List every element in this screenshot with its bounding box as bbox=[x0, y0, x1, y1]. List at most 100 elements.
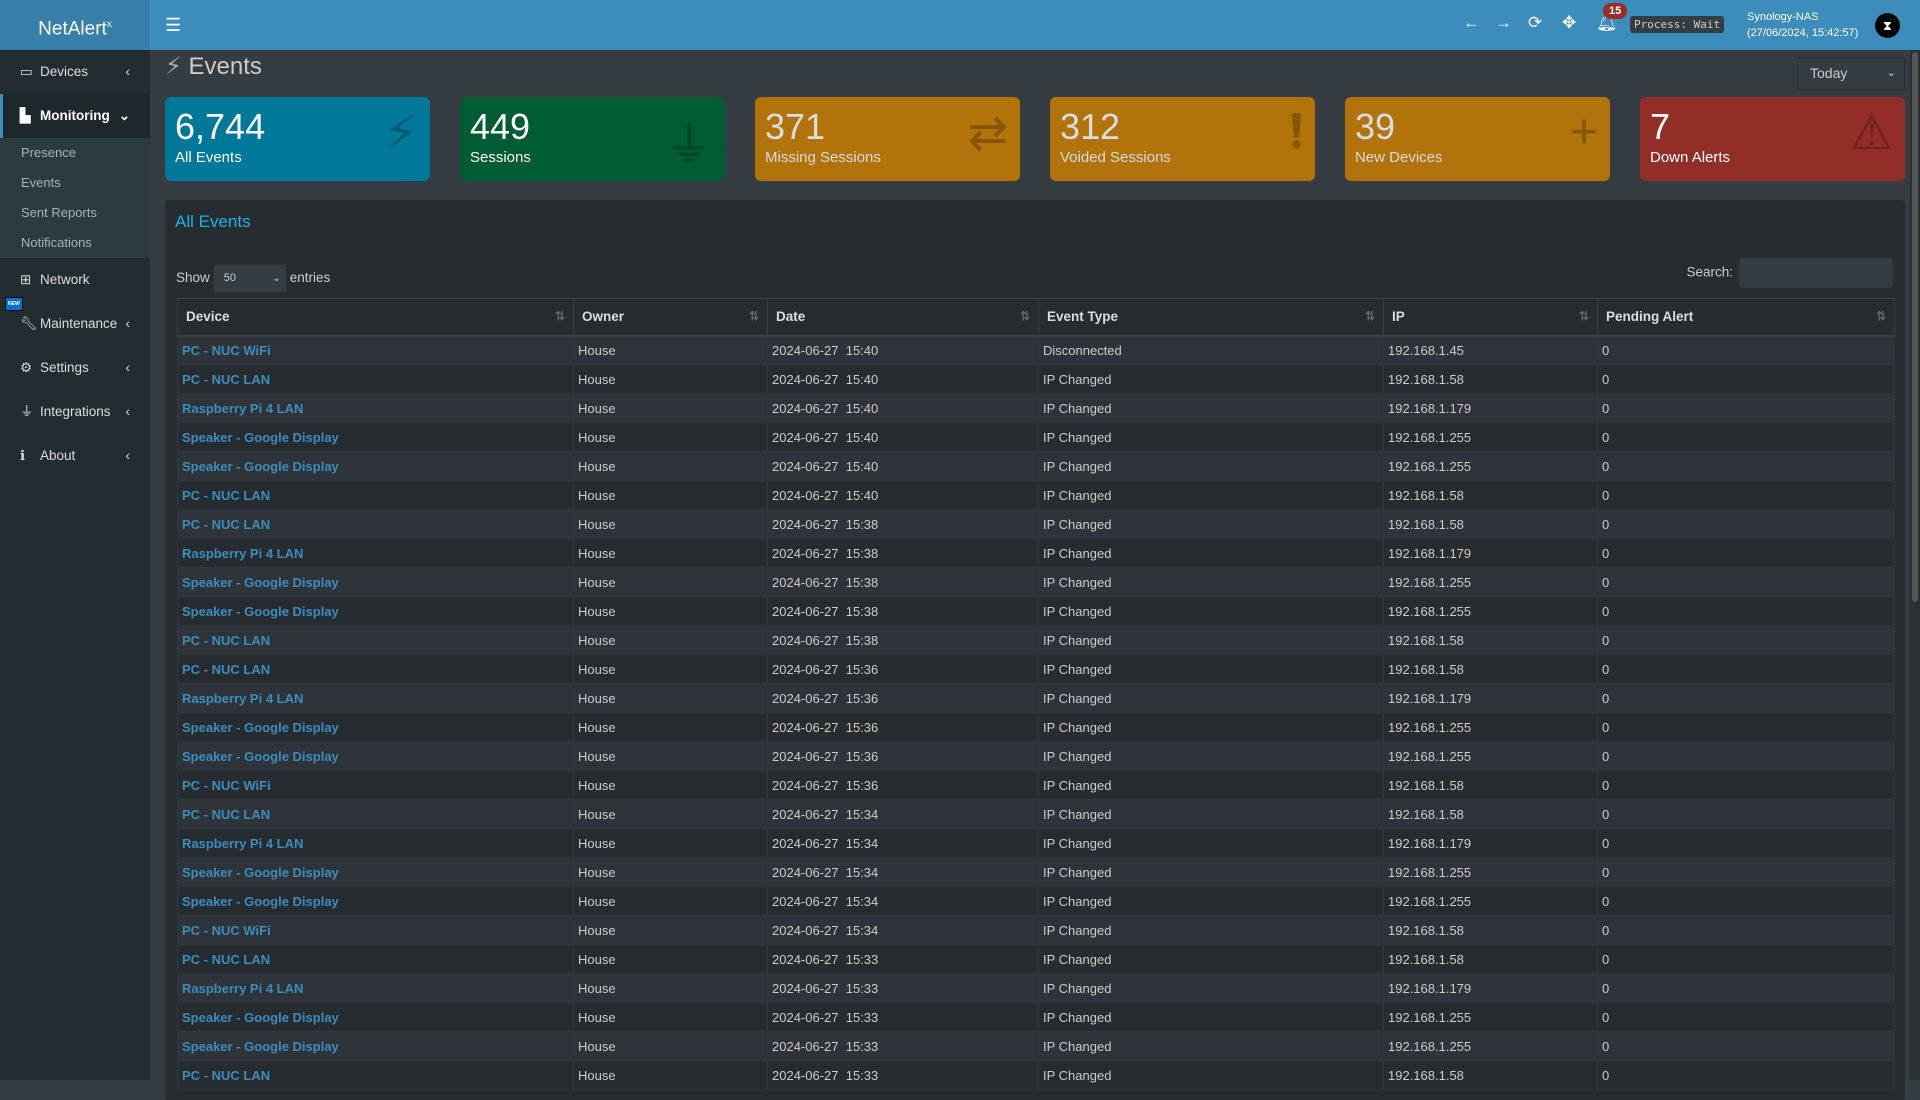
sort-icon[interactable]: ⇅ bbox=[1364, 309, 1375, 323]
device-link[interactable]: Speaker - Google Display bbox=[182, 458, 339, 474]
device-link[interactable]: PC - NUC WiFi bbox=[182, 342, 271, 358]
cell-ip: 192.168.1.58 bbox=[1383, 944, 1598, 974]
stat-card-all-events[interactable]: 6,744 All Events ⚡︎ bbox=[165, 97, 430, 181]
table-row[interactable]: PC - NUC LAN House 2024-06-27 15:40 IP Chan… bbox=[177, 364, 1895, 394]
table-row[interactable]: PC - NUC LAN House 2024-06-27 15:36 IP Chan… bbox=[177, 654, 1895, 684]
table-row[interactable]: Speaker - Google Display House 2024-06-27 … bbox=[177, 857, 1895, 887]
device-link[interactable]: Speaker - Google Display bbox=[182, 893, 339, 909]
table-row[interactable]: Raspberry Pi 4 LAN House 2024-06-27 15:38 I… bbox=[177, 538, 1895, 568]
device-link[interactable]: Speaker - Google Display bbox=[182, 1038, 339, 1054]
column-header-event-type[interactable]: Event Type ⇅ bbox=[1038, 298, 1384, 337]
submenu-sent-reports[interactable]: Sent Reports bbox=[21, 205, 97, 220]
device-link[interactable]: Speaker - Google Display bbox=[182, 1009, 339, 1025]
sidebar-item-devices[interactable]: ▭ Devices ‹ bbox=[0, 50, 150, 94]
table-row[interactable]: Raspberry Pi 4 LAN House 2024-06-27 15:33 I… bbox=[177, 973, 1895, 1003]
scrollbar-thumb[interactable] bbox=[1912, 52, 1918, 602]
table-row[interactable]: PC - NUC WiFi House 2024-06-27 15:36 IP Cha… bbox=[177, 770, 1895, 800]
stat-card-down-alerts[interactable]: 7 Down Alerts ⚠︎ bbox=[1640, 97, 1905, 181]
sidebar-item-network[interactable]: ⊞ Network bbox=[0, 258, 150, 302]
stat-card-voided-sessions[interactable]: 312 Voided Sessions ❗︎ bbox=[1050, 97, 1315, 181]
table-row[interactable]: Raspberry Pi 4 LAN House 2024-06-27 15:40 I… bbox=[177, 393, 1895, 423]
stat-card-missing-sessions[interactable]: 371 Missing Sessions ⇄ bbox=[755, 97, 1020, 181]
table-row[interactable]: Speaker - Google Display House 2024-06-27 … bbox=[177, 1002, 1895, 1032]
submenu-notifications[interactable]: Notifications bbox=[21, 235, 92, 250]
device-link[interactable]: Speaker - Google Display bbox=[182, 574, 339, 590]
table-row[interactable]: PC - NUC LAN House 2024-06-27 15:38 IP Chan… bbox=[177, 509, 1895, 539]
sort-icon[interactable]: ⇅ bbox=[554, 309, 565, 323]
table-row[interactable]: Raspberry Pi 4 LAN House 2024-06-27 15:34 I… bbox=[177, 828, 1895, 858]
column-header-pending-alert[interactable]: Pending Alert ⇅ bbox=[1597, 298, 1895, 337]
sidebar-item-integrations[interactable]: ⏚ Integrations ‹ bbox=[0, 390, 150, 434]
cell-pending-alert: 0 bbox=[1597, 596, 1895, 626]
table-row[interactable]: PC - NUC LAN House 2024-06-27 15:40 IP Chan… bbox=[177, 480, 1895, 510]
sort-icon[interactable]: ⇅ bbox=[748, 309, 759, 323]
table-row[interactable]: Speaker - Google Display House 2024-06-27 … bbox=[177, 741, 1895, 771]
move-icon[interactable]: ✥ bbox=[1562, 13, 1577, 32]
search-input[interactable] bbox=[1739, 258, 1893, 288]
device-link[interactable]: Speaker - Google Display bbox=[182, 603, 339, 619]
cell-device: Raspberry Pi 4 LAN bbox=[177, 683, 574, 713]
device-link[interactable]: PC - NUC LAN bbox=[182, 516, 271, 532]
sidebar-item-about[interactable]: ℹ About ‹ bbox=[0, 434, 150, 478]
forward-arrow-icon[interactable]: → bbox=[1495, 13, 1512, 32]
reload-icon[interactable]: ⟳ bbox=[1528, 13, 1543, 32]
table-row[interactable]: Speaker - Google Display House 2024-06-27 … bbox=[177, 596, 1895, 626]
device-link[interactable]: Raspberry Pi 4 LAN bbox=[182, 835, 304, 851]
back-arrow-icon[interactable]: ← bbox=[1463, 13, 1480, 32]
column-header-device[interactable]: Device ⇅ bbox=[177, 298, 574, 337]
column-header-date[interactable]: Date ⇅ bbox=[767, 298, 1039, 337]
sort-icon[interactable]: ⇅ bbox=[1019, 309, 1030, 323]
table-row[interactable]: PC - NUC LAN House 2024-06-27 15:33 IP Chan… bbox=[177, 1060, 1895, 1090]
device-link[interactable]: PC - NUC LAN bbox=[182, 487, 271, 503]
entries-select[interactable]: 50 ⌄ bbox=[212, 264, 287, 293]
table-row[interactable]: Speaker - Google Display House 2024-06-27 … bbox=[177, 1031, 1895, 1061]
device-link[interactable]: PC - NUC LAN bbox=[182, 661, 271, 677]
user-avatar[interactable]: ⧗ bbox=[1875, 13, 1900, 38]
table-row[interactable]: PC - NUC WiFi House 2024-06-27 15:34 IP Cha… bbox=[177, 915, 1895, 945]
cell-pending-alert: 0 bbox=[1597, 683, 1895, 713]
cell-pending-alert: 0 bbox=[1597, 509, 1895, 539]
device-link[interactable]: Raspberry Pi 4 LAN bbox=[182, 400, 304, 416]
sort-icon[interactable]: ⇅ bbox=[1875, 309, 1886, 323]
cell-date: 2024-06-27 15:38 bbox=[767, 567, 1039, 597]
device-link[interactable]: Raspberry Pi 4 LAN bbox=[182, 690, 304, 706]
sort-icon[interactable]: ⇅ bbox=[1578, 309, 1589, 323]
device-link[interactable]: PC - NUC WiFi bbox=[182, 922, 271, 938]
device-link[interactable]: Speaker - Google Display bbox=[182, 748, 339, 764]
stat-card-new-devices[interactable]: 39 New Devices + bbox=[1345, 97, 1610, 181]
device-link[interactable]: PC - NUC LAN bbox=[182, 371, 271, 387]
device-link[interactable]: Speaker - Google Display bbox=[182, 864, 339, 880]
sidebar-item-settings[interactable]: ⚙ Settings ‹ bbox=[0, 346, 150, 390]
device-link[interactable]: Raspberry Pi 4 LAN bbox=[182, 980, 304, 996]
device-link[interactable]: PC - NUC LAN bbox=[182, 632, 271, 648]
chevron-down-icon: ⌄ bbox=[1886, 67, 1896, 79]
device-link[interactable]: Raspberry Pi 4 LAN bbox=[182, 545, 304, 561]
submenu-events[interactable]: Events bbox=[21, 175, 61, 190]
table-row[interactable]: Raspberry Pi 4 LAN House 2024-06-27 15:36 I… bbox=[177, 683, 1895, 713]
table-row[interactable]: Speaker - Google Display House 2024-06-27 … bbox=[177, 451, 1895, 481]
device-link[interactable]: PC - NUC LAN bbox=[182, 1067, 271, 1083]
table-row[interactable]: Speaker - Google Display House 2024-06-27 … bbox=[177, 422, 1895, 452]
table-row[interactable]: Speaker - Google Display House 2024-06-27 … bbox=[177, 567, 1895, 597]
table-row[interactable]: PC - NUC LAN House 2024-06-27 15:34 IP Chan… bbox=[177, 799, 1895, 829]
device-link[interactable]: PC - NUC LAN bbox=[182, 951, 271, 967]
device-link[interactable]: Speaker - Google Display bbox=[182, 429, 339, 445]
cell-date: 2024-06-27 15:40 bbox=[767, 480, 1039, 510]
submenu-presence[interactable]: Presence bbox=[21, 145, 76, 160]
table-row[interactable]: Speaker - Google Display House 2024-06-27 … bbox=[177, 712, 1895, 742]
stat-card-sessions[interactable]: 449 Sessions ⏚ bbox=[460, 97, 725, 181]
column-header-owner[interactable]: Owner ⇅ bbox=[573, 298, 768, 337]
table-row[interactable]: Speaker - Google Display House 2024-06-27 … bbox=[177, 886, 1895, 916]
device-link[interactable]: PC - NUC WiFi bbox=[182, 777, 271, 793]
period-select[interactable]: Today ⌄ bbox=[1797, 57, 1905, 90]
device-link[interactable]: PC - NUC LAN bbox=[182, 806, 271, 822]
app-logo[interactable]: NetAlertx bbox=[0, 0, 150, 50]
sidebar-item-maintenance[interactable]: 🔧︎ Maintenance ‹ bbox=[0, 302, 150, 346]
table-row[interactable]: PC - NUC WiFi House 2024-06-27 15:40 Discon… bbox=[177, 335, 1895, 365]
menu-toggle-icon[interactable]: ☰ bbox=[165, 15, 182, 35]
sidebar-item-monitoring[interactable]: ▙ Monitoring ⌄ bbox=[0, 94, 150, 138]
table-row[interactable]: PC - NUC LAN House 2024-06-27 15:33 IP Chan… bbox=[177, 944, 1895, 974]
table-row[interactable]: PC - NUC LAN House 2024-06-27 15:38 IP Chan… bbox=[177, 625, 1895, 655]
column-header-ip[interactable]: IP ⇅ bbox=[1383, 298, 1598, 337]
device-link[interactable]: Speaker - Google Display bbox=[182, 719, 339, 735]
